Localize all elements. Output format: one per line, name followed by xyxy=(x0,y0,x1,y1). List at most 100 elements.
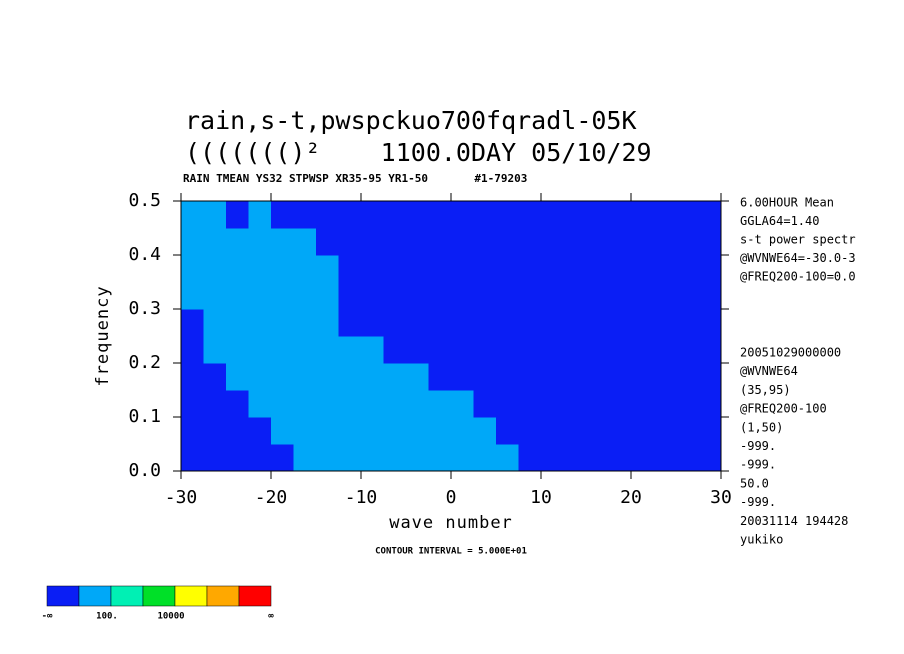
contour-cell xyxy=(361,444,384,472)
contour-cell xyxy=(338,228,362,256)
contour-cell xyxy=(518,444,542,472)
contour-cell xyxy=(293,255,317,283)
contour-cell xyxy=(248,417,272,445)
contour-cell xyxy=(316,309,339,337)
contour-cell xyxy=(428,309,452,337)
contour-cell xyxy=(271,282,294,310)
contour-cell xyxy=(631,444,654,472)
contour-cell xyxy=(473,336,497,364)
contour-cell xyxy=(541,336,564,364)
contour-cell xyxy=(248,363,272,391)
contour-cell xyxy=(518,417,542,445)
contour-cell xyxy=(293,201,317,229)
contour-cell xyxy=(271,390,294,418)
chart-subtitle: ((((((()² 1100.0DAY 05/10/29 xyxy=(185,138,652,167)
contour-cell xyxy=(496,363,519,391)
side-text: @FREQ200-100 xyxy=(740,402,827,416)
contour-cell xyxy=(226,444,249,472)
contour-cell xyxy=(181,282,204,310)
contour-cell xyxy=(631,201,654,229)
contour-cell xyxy=(406,255,429,283)
contour-cell xyxy=(698,363,722,391)
contour-cell xyxy=(518,228,542,256)
contour-cell xyxy=(271,444,294,472)
contour-cell xyxy=(338,255,362,283)
contour-cell xyxy=(541,255,564,283)
contour-cell xyxy=(203,336,227,364)
y-tick-label: 0.2 xyxy=(128,352,161,373)
side-text: @FREQ200-100=0.0 xyxy=(740,270,856,284)
y-tick-label: 0.4 xyxy=(128,244,161,265)
contour-cell xyxy=(271,228,294,256)
contour-cell xyxy=(496,228,519,256)
contour-cell xyxy=(541,390,564,418)
contour-cell xyxy=(563,201,587,229)
colorbar-box xyxy=(206,585,240,607)
contour-cell xyxy=(361,228,384,256)
contour-cell xyxy=(698,336,722,364)
footer: CONTOUR INTERVAL = 5.000E+01 xyxy=(375,547,527,557)
contour-cell xyxy=(203,255,227,283)
contour-cell xyxy=(586,282,609,310)
contour-cell xyxy=(226,363,249,391)
contour-cell xyxy=(203,444,227,472)
contour-cell xyxy=(586,309,609,337)
contour-cell xyxy=(676,390,699,418)
contour-cell xyxy=(406,336,429,364)
contour-cell xyxy=(631,255,654,283)
contour-cell xyxy=(428,444,452,472)
contour-cell xyxy=(271,201,294,229)
side-text: @WVNWE64=-30.0-3 xyxy=(740,251,856,265)
contour-cell xyxy=(451,228,474,256)
contour-cell xyxy=(698,228,722,256)
contour-cell xyxy=(451,255,474,283)
contour-cell xyxy=(293,336,317,364)
contour-cell xyxy=(248,336,272,364)
contour-cell xyxy=(631,417,654,445)
contour-cell xyxy=(181,228,204,256)
y-tick-label: 0.3 xyxy=(128,298,161,319)
colorbar-box xyxy=(238,585,272,607)
contour-cell xyxy=(563,336,587,364)
contour-cell xyxy=(698,444,722,472)
contour-cell xyxy=(316,363,339,391)
contour-cell xyxy=(248,390,272,418)
contour-cell xyxy=(181,336,204,364)
contour-cell xyxy=(226,201,249,229)
contour-cell xyxy=(226,336,249,364)
contour-cell xyxy=(316,228,339,256)
contour-cell xyxy=(586,363,609,391)
contour-cell xyxy=(226,390,249,418)
contour-cell xyxy=(653,390,677,418)
contour-cell xyxy=(653,255,677,283)
contour-cell xyxy=(316,390,339,418)
contour-cell xyxy=(541,417,564,445)
contour-cell xyxy=(586,390,609,418)
contour-cell xyxy=(563,444,587,472)
contour-cell xyxy=(248,282,272,310)
contour-cell xyxy=(608,201,632,229)
contour-cell xyxy=(383,282,407,310)
contour-cell xyxy=(473,363,497,391)
contour-cell xyxy=(586,255,609,283)
contour-cell xyxy=(338,417,362,445)
contour-cell xyxy=(338,309,362,337)
x-tick-label: 10 xyxy=(530,487,552,508)
side-text: -999. xyxy=(740,439,776,453)
contour-cell xyxy=(563,282,587,310)
contour-cell xyxy=(383,417,407,445)
contour-cell xyxy=(676,417,699,445)
contour-cell xyxy=(676,309,699,337)
contour-cell xyxy=(293,444,317,472)
contour-cell xyxy=(181,363,204,391)
contour-cell xyxy=(698,309,722,337)
contour-cell xyxy=(676,336,699,364)
contour-cell xyxy=(181,444,204,472)
contour-cell xyxy=(383,309,407,337)
contour-cell xyxy=(293,228,317,256)
contour-cell xyxy=(653,363,677,391)
contour-cell xyxy=(676,201,699,229)
contour-cell xyxy=(428,363,452,391)
contour-cell xyxy=(473,228,497,256)
